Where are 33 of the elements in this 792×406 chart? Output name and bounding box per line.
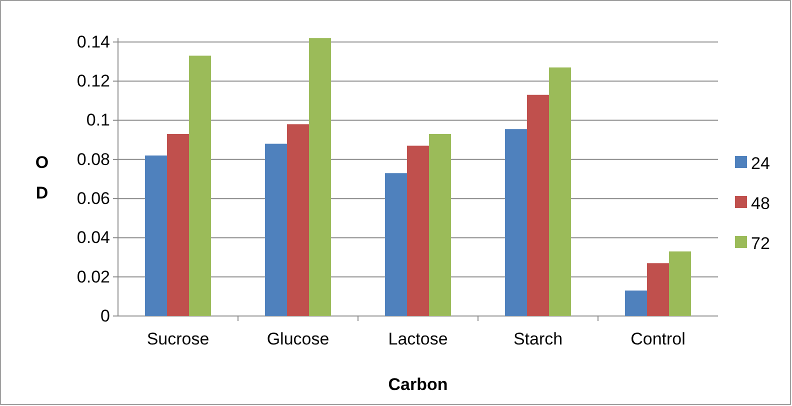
bar	[287, 124, 309, 316]
x-tick-label: Glucose	[266, 329, 330, 348]
legend-label: 48	[751, 194, 770, 213]
bar	[527, 94, 549, 316]
x-tick-label: Control	[630, 329, 686, 348]
bar	[647, 263, 669, 316]
bar	[189, 56, 211, 316]
bar	[265, 144, 287, 316]
bar	[669, 251, 691, 316]
y-tick-label: 0	[100, 306, 110, 326]
bar	[385, 173, 407, 316]
y-tick-label: 0.04	[76, 228, 110, 248]
legend-label: 72	[751, 234, 770, 253]
bar	[505, 129, 527, 316]
y-tick-label: 0.12	[76, 72, 110, 91]
x-axis-title: Carbon	[388, 375, 448, 394]
bar	[309, 38, 331, 316]
bar	[429, 134, 451, 316]
bar	[407, 146, 429, 316]
y-tick-label: 0.1	[86, 110, 110, 130]
x-tick-label: Sucrose	[146, 329, 210, 348]
legend-label: 24	[751, 154, 770, 173]
bar	[145, 156, 167, 316]
x-tick-label: Starch	[513, 329, 563, 348]
y-tick-label: 0.08	[76, 150, 110, 169]
y-axis-title: OD	[35, 153, 49, 203]
y-tick-label: 0.14	[76, 32, 110, 52]
bar	[549, 67, 571, 316]
y-tick-label: 0.02	[76, 267, 110, 286]
bar	[167, 134, 189, 316]
bar	[625, 290, 647, 316]
y-tick-label: 0.06	[76, 189, 110, 208]
x-tick-label: Lactose	[388, 329, 448, 348]
